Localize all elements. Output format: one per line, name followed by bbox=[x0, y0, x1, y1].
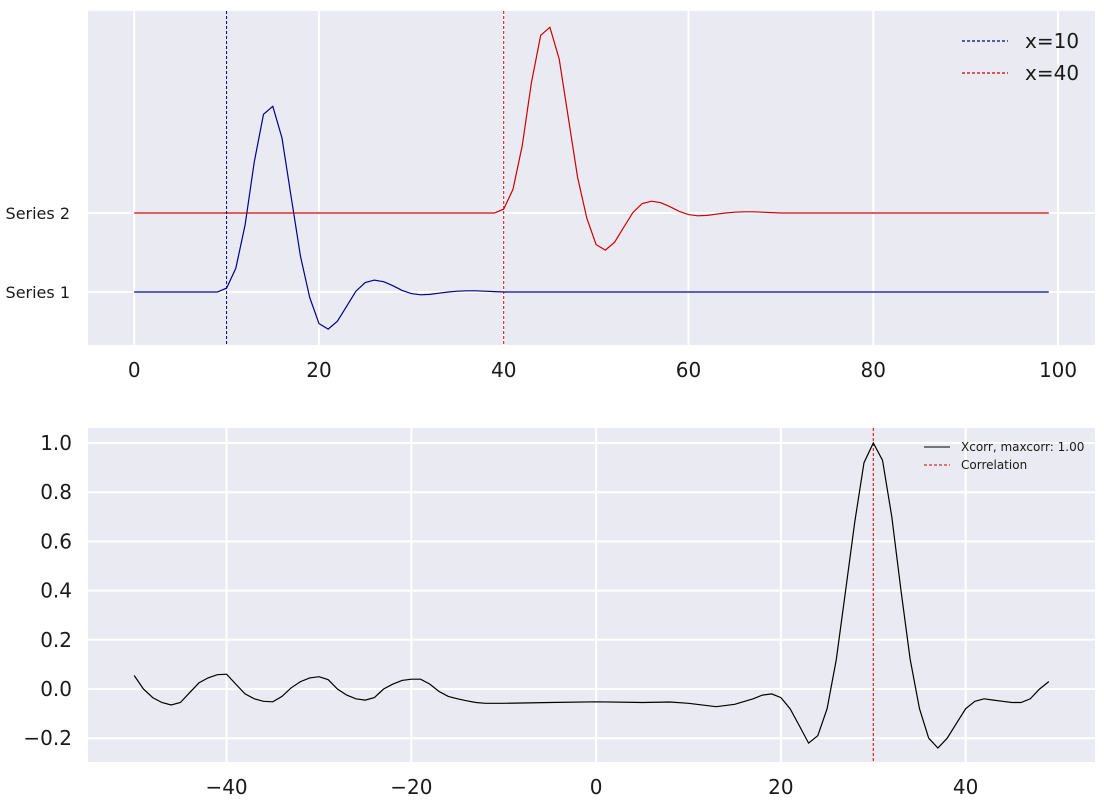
bottom-y-tick-label: −0.2 bbox=[23, 726, 72, 750]
bottom-plot-panel: −40 −20 0 20 40 −0.2 0.0 0.2 0.4 0.6 0.8 1.0 Xcorr… bbox=[23, 428, 1095, 799]
bottom-x-tick-label: −40 bbox=[205, 775, 247, 799]
top-x-tick-label: 0 bbox=[128, 358, 141, 382]
top-x-tick-label: 80 bbox=[861, 358, 886, 382]
bottom-y-tick-label: 0.6 bbox=[40, 529, 72, 553]
bottom-x-tick-label: 0 bbox=[590, 775, 603, 799]
top-y-tick-labels: Series 1 Series 2 bbox=[6, 204, 70, 302]
top-vertical-lines bbox=[226, 11, 505, 345]
bottom-y-tick-label: 0.0 bbox=[40, 677, 72, 701]
top-y-tick-label: Series 2 bbox=[6, 204, 70, 223]
top-x-tick-label: 60 bbox=[676, 358, 701, 382]
top-plot-background bbox=[88, 11, 1095, 345]
bottom-x-tick-labels: −40 −20 0 20 40 bbox=[205, 775, 978, 799]
legend-label-xcorr: Xcorr, maxcorr: 1.00 bbox=[961, 440, 1084, 454]
top-series-lines bbox=[134, 26, 1049, 330]
bottom-legend: Xcorr, maxcorr: 1.00 Correlation bbox=[924, 440, 1084, 472]
series-line-2 bbox=[134, 26, 1049, 251]
bottom-series-lines bbox=[133, 441, 1050, 749]
top-plot-panel: 0 20 40 60 80 100 Series 1 Series 2 x=10 x=40 bbox=[6, 11, 1095, 382]
top-x-tick-labels: 0 20 40 60 80 100 bbox=[128, 358, 1077, 382]
top-y-tick-label: Series 1 bbox=[6, 283, 70, 302]
top-x-tick-label: 20 bbox=[306, 358, 331, 382]
bottom-y-tick-label: 0.8 bbox=[40, 480, 72, 504]
series-line-1 bbox=[134, 105, 1049, 330]
bottom-x-tick-label: 20 bbox=[768, 775, 793, 799]
top-x-tick-label: 100 bbox=[1039, 358, 1077, 382]
bottom-x-tick-label: −20 bbox=[390, 775, 432, 799]
bottom-plot-background bbox=[88, 428, 1095, 762]
legend-label-x40: x=40 bbox=[1025, 61, 1079, 85]
xcorr-line bbox=[133, 441, 1050, 749]
bottom-y-tick-label: 1.0 bbox=[40, 431, 72, 455]
bottom-y-tick-labels: −0.2 0.0 0.2 0.4 0.6 0.8 1.0 bbox=[23, 431, 72, 750]
legend-label-x10: x=10 bbox=[1025, 29, 1079, 53]
bottom-gridlines bbox=[88, 428, 1095, 762]
top-x-tick-label: 40 bbox=[491, 358, 516, 382]
bottom-y-tick-label: 0.2 bbox=[40, 628, 72, 652]
bottom-x-tick-label: 40 bbox=[953, 775, 978, 799]
top-legend: x=10 x=40 bbox=[962, 29, 1079, 85]
bottom-y-tick-label: 0.4 bbox=[40, 579, 72, 603]
legend-label-correlation: Correlation bbox=[961, 458, 1027, 472]
